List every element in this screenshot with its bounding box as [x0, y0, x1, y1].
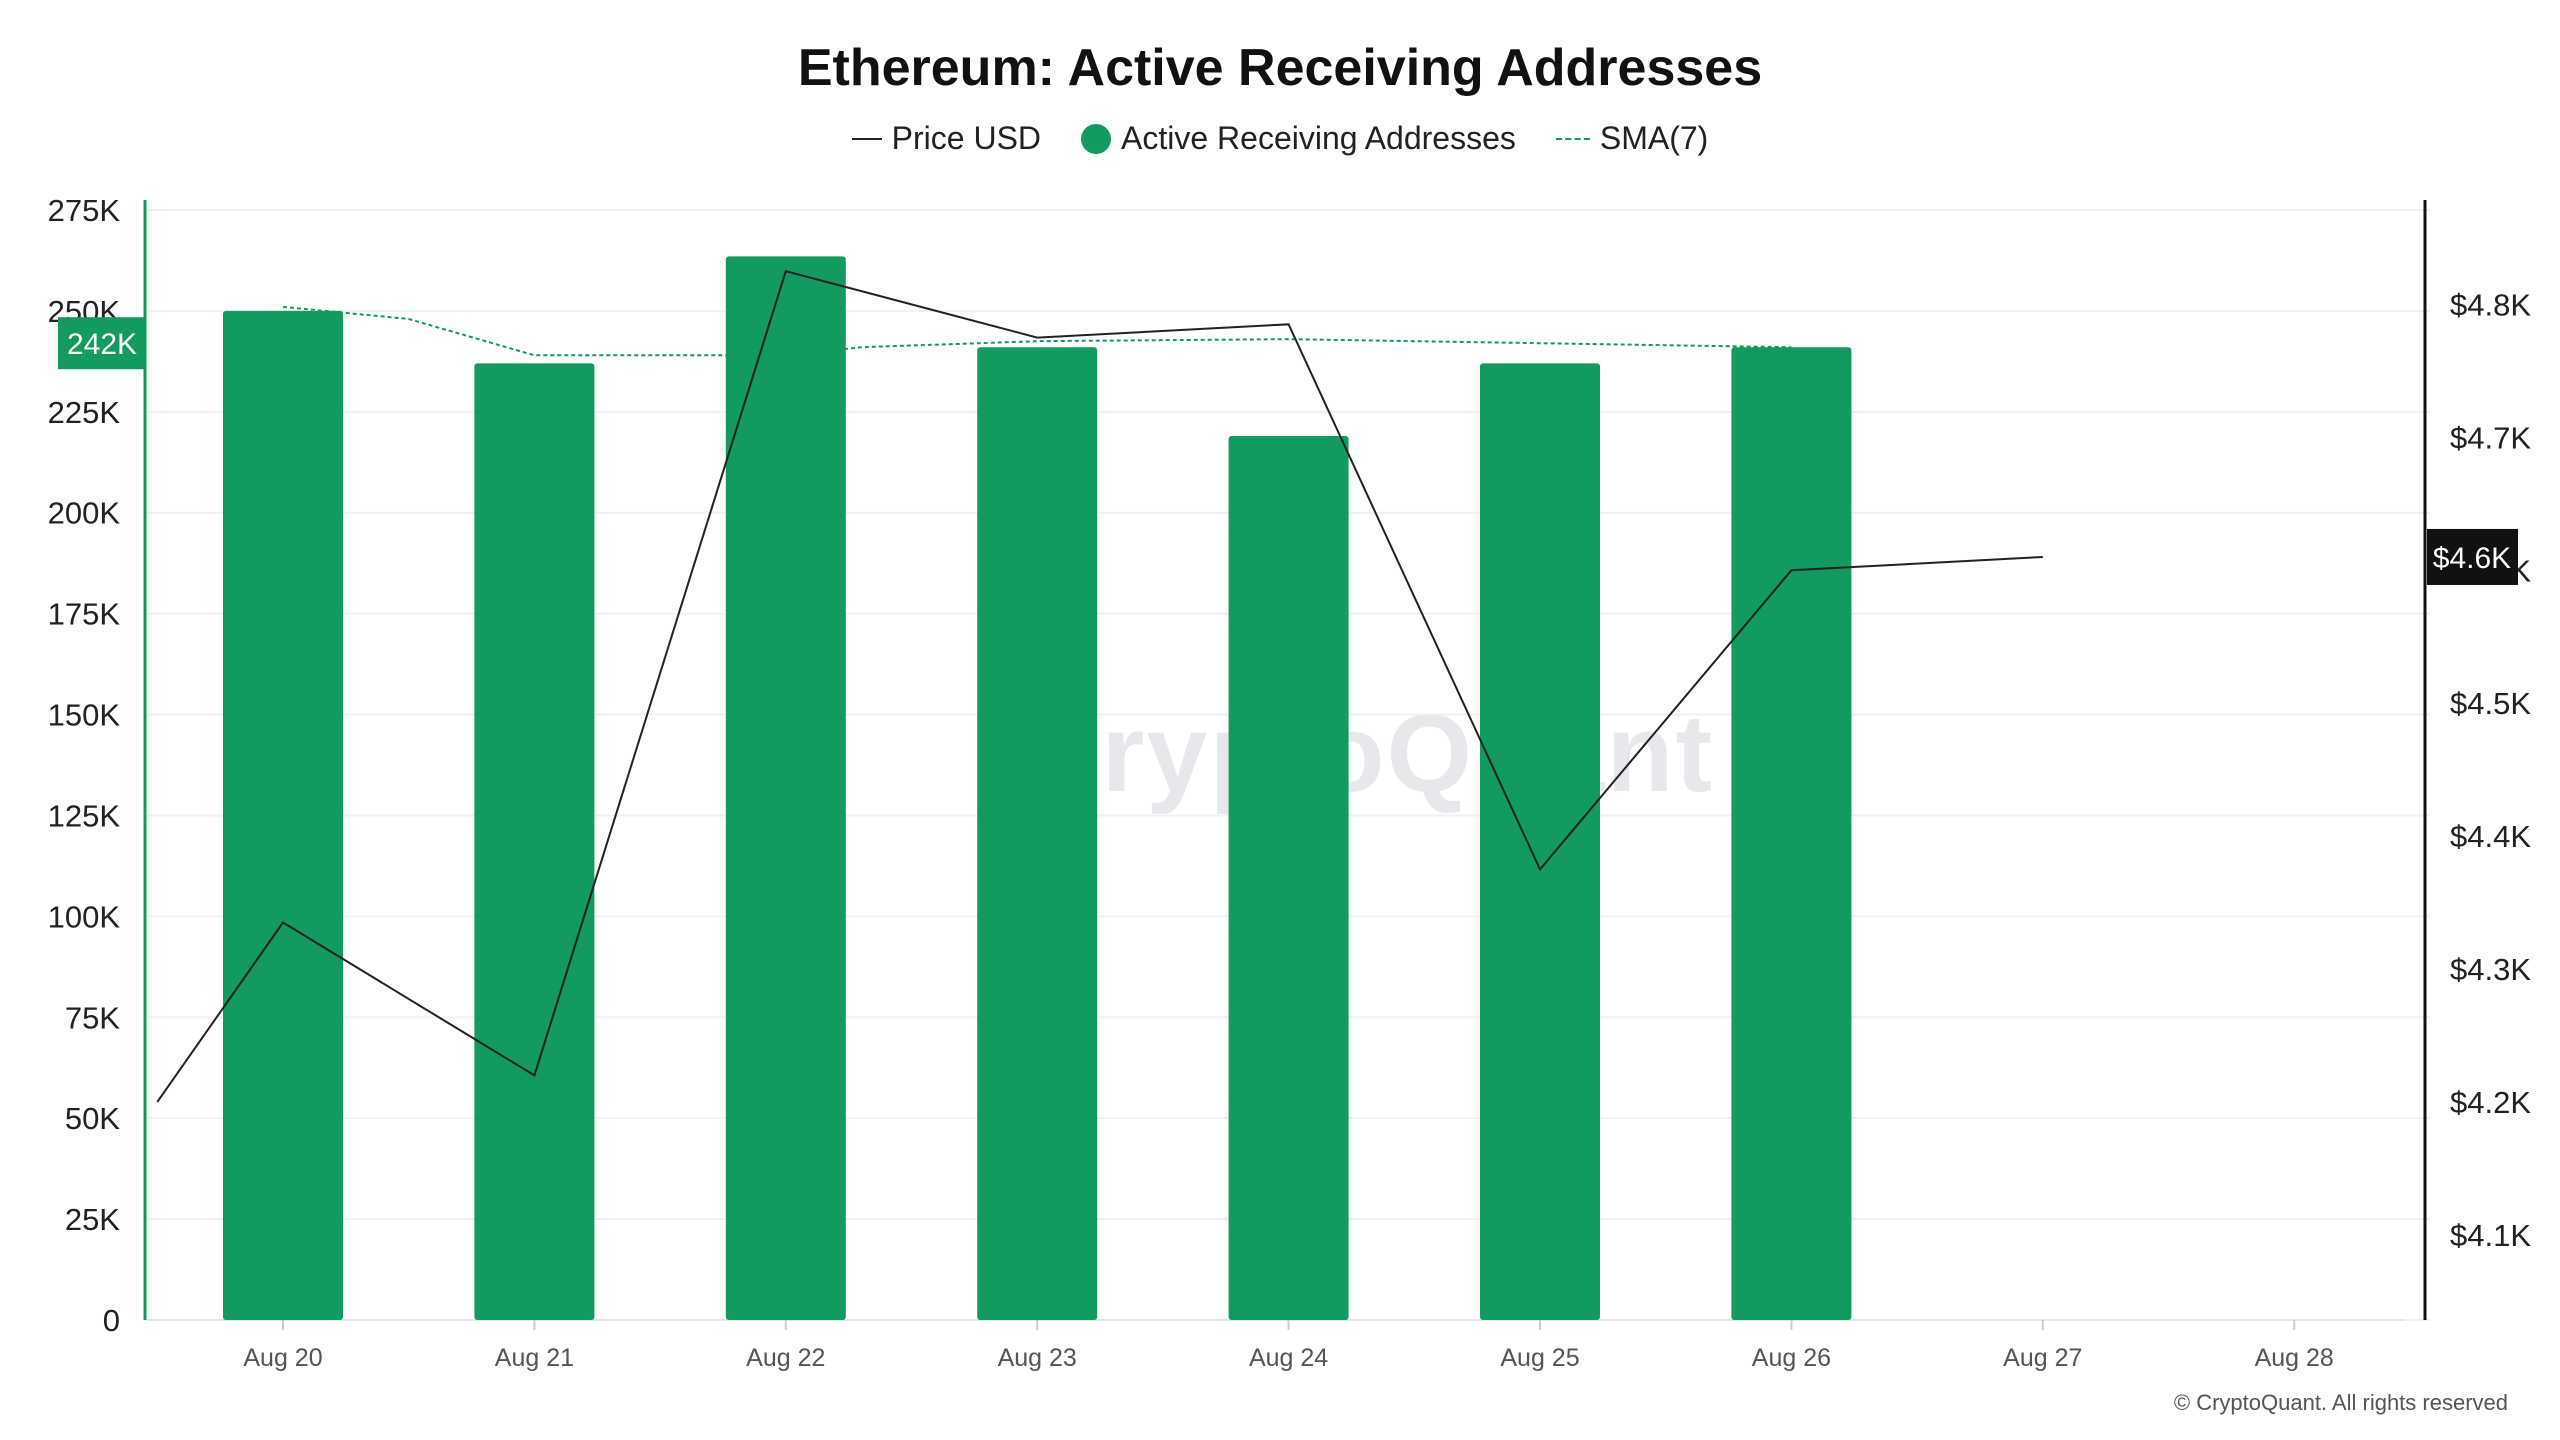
y-right-tick-label: $4.7K: [2450, 420, 2531, 455]
x-tick-label: Aug 28: [2255, 1344, 2334, 1372]
bar: [1228, 436, 1349, 1320]
y-left-tick-label: 175K: [48, 597, 121, 632]
legend-line-swatch: [851, 137, 882, 140]
y-left-tick-label: 200K: [48, 496, 121, 531]
x-tick-label: Aug 21: [495, 1344, 574, 1372]
copyright-notice: © CryptoQuant. All rights reserved: [2173, 1390, 2508, 1415]
x-tick-label: Aug 22: [746, 1344, 825, 1372]
bar: [223, 310, 343, 1321]
sma-line: [282, 305, 1792, 357]
bar: [1731, 347, 1852, 1321]
y-left-tick-label: 0: [103, 1303, 120, 1338]
legend-label-price: Price USD: [891, 120, 1042, 156]
bar: [725, 256, 846, 1320]
left-value-badge-label: 242K: [67, 328, 137, 361]
legend-dot-swatch: [1081, 123, 1112, 154]
right-value-badge: [2427, 528, 2518, 585]
y-right-tick-label: $4.4K: [2450, 819, 2531, 854]
legend: Price USD Active Receiving Addresses SMA…: [0, 120, 2560, 157]
y-left-tick-label: 225K: [48, 395, 121, 430]
bar: [977, 347, 1098, 1321]
y-left-tick-label: 150K: [48, 698, 121, 733]
legend-label-addresses: Active Receiving Addresses: [1121, 120, 1516, 156]
x-tick-label: Aug 26: [1752, 1344, 1831, 1372]
y-left-tick-label: 50K: [65, 1101, 120, 1136]
chart-title: Ethereum: Active Receiving Addresses: [797, 39, 1763, 97]
x-tick-label: Aug 24: [1249, 1344, 1328, 1372]
price-line: [156, 269, 2043, 1103]
y-left-tick-label: 275K: [48, 193, 121, 228]
right-value-badge-label: $4.6K: [2433, 542, 2511, 575]
y-left-tick-label: 75K: [65, 1000, 120, 1035]
y-right-tick-label: $4.5K: [2450, 686, 2531, 721]
y-right-tick-label: $4.1K: [2450, 1218, 2531, 1253]
y-right-tick-label: $4.3K: [2450, 952, 2531, 987]
x-tick-label: Aug 25: [1500, 1344, 1579, 1372]
bar: [1480, 363, 1600, 1320]
x-tick-label: Aug 20: [243, 1344, 322, 1372]
legend-item-sma[interactable]: SMA(7): [1555, 120, 1709, 157]
y-left-tick-label: 25K: [65, 1202, 120, 1237]
y-left-tick-label: 125K: [48, 798, 121, 833]
legend-item-price[interactable]: Price USD: [851, 120, 1042, 157]
left-value-badge: [58, 317, 146, 370]
x-tick-label: Aug 23: [998, 1344, 1077, 1372]
legend-dash-swatch: [1555, 137, 1590, 140]
y-right-tick-label: $4.8K: [2450, 287, 2531, 322]
y-right-tick-label: $4.2K: [2450, 1085, 2531, 1120]
x-tick-label: Aug 27: [2003, 1344, 2082, 1372]
y-left-tick-label: 100K: [48, 899, 121, 934]
legend-item-addresses[interactable]: Active Receiving Addresses: [1081, 120, 1516, 157]
bar: [474, 363, 595, 1320]
legend-label-sma: SMA(7): [1599, 120, 1709, 156]
